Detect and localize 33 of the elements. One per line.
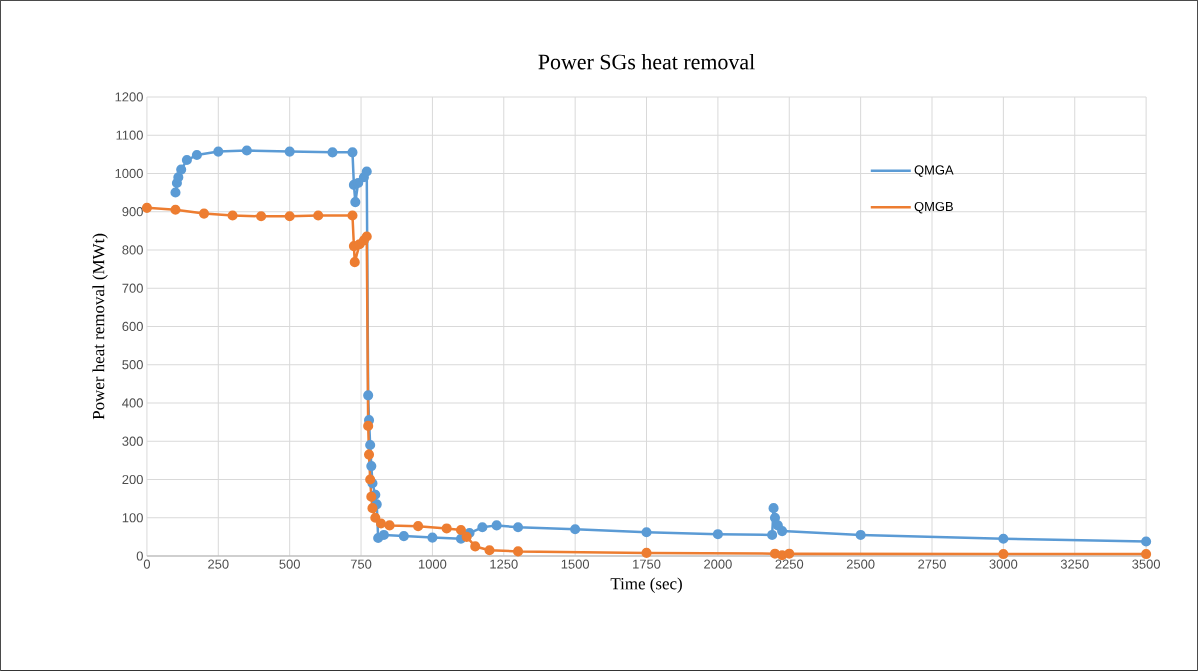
- y-tick-label: 100: [122, 513, 143, 523]
- x-tick-label: 1750: [633, 559, 661, 569]
- x-tick-label: 3000: [989, 559, 1018, 569]
- y-tick-label: 600: [122, 321, 143, 332]
- x-tick-label: 1500: [561, 559, 590, 569]
- y-tick-label: 800: [122, 245, 143, 255]
- y-tick-label: 400: [122, 398, 143, 408]
- y-tick-label: 300: [122, 436, 143, 446]
- x-tick-label: 1000: [418, 559, 447, 569]
- y-axis-title: Power heat removal (MWt): [92, 233, 108, 420]
- x-tick-label: 1250: [490, 559, 518, 569]
- x-tick-label: 2500: [846, 559, 875, 569]
- y-tick-label: 500: [122, 360, 143, 370]
- y-tick-label: 1100: [116, 130, 143, 140]
- x-tick-label: 750: [350, 559, 372, 569]
- y-tick-label: 0: [136, 551, 143, 561]
- y-tick-label: 900: [122, 207, 143, 217]
- legend-label: QMGA: [914, 165, 954, 177]
- y-tick-label: 200: [122, 474, 143, 485]
- x-tick-label: 2250: [775, 559, 804, 569]
- chart-title: Power SGs heat removal: [538, 54, 755, 70]
- y-tick-label: 1200: [115, 92, 143, 102]
- x-tick-label: 3500: [1132, 559, 1161, 569]
- x-tick-label: 0: [143, 559, 151, 569]
- x-tick-label: 2000: [704, 559, 732, 569]
- x-tick-label: 250: [208, 559, 229, 569]
- x-tick-label: 3250: [1060, 559, 1089, 569]
- y-tick-label: 700: [122, 283, 143, 293]
- legend-label: QMGB: [914, 201, 953, 214]
- x-tick-label: 2750: [918, 559, 946, 569]
- y-tick-label: 1000: [115, 168, 143, 179]
- x-tick-label: 500: [279, 559, 300, 569]
- x-axis-title: Time (sec): [610, 577, 682, 593]
